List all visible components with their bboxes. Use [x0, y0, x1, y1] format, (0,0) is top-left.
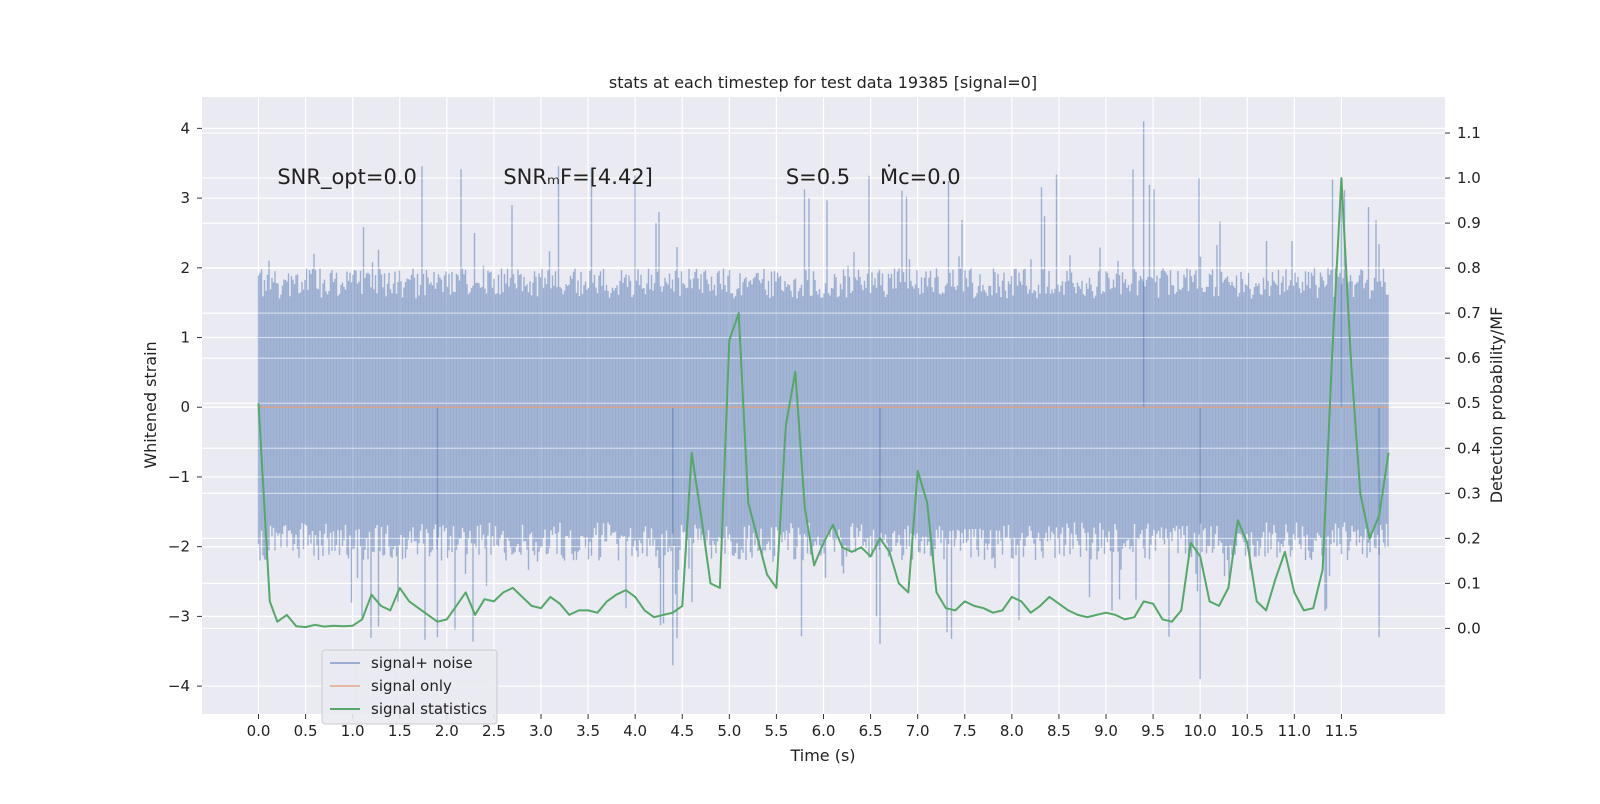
y-right-tick-label: 0.4 [1457, 439, 1481, 457]
x-tick-label: 2.5 [482, 722, 506, 740]
legend-label-signal-statistics: signal statistics [371, 700, 487, 718]
y-left-tick-label: 4 [180, 119, 190, 137]
y-right-tick-label: 0.1 [1457, 574, 1481, 592]
y-left-tick-label: −4 [168, 677, 190, 695]
legend: signal+ noise signal only signal statist… [321, 649, 498, 725]
y-left-tick-label: 2 [180, 259, 190, 277]
y-left-tick-label: −2 [168, 538, 190, 556]
y-left-tick-label: −3 [168, 607, 190, 625]
x-tick-label: 3.5 [576, 722, 600, 740]
annotation-snr-mf: SNRₘF=[4.42] [503, 165, 653, 189]
x-tick-label: 5.0 [717, 722, 741, 740]
y-right-tick-label: 1.0 [1457, 169, 1481, 187]
x-tick-label: 7.5 [953, 722, 977, 740]
x-tick-label: 11.5 [1325, 722, 1358, 740]
y-left-tick-label: 1 [180, 329, 190, 347]
x-tick-label: 9.5 [1141, 722, 1165, 740]
x-tick-label: 9.0 [1094, 722, 1118, 740]
x-tick-label: 8.0 [1000, 722, 1024, 740]
y-right-tick-label: 0.5 [1457, 394, 1481, 412]
legend-box [321, 649, 498, 725]
y-left-tick-label: 0 [180, 398, 190, 416]
x-tick-label: 4.5 [670, 722, 694, 740]
x-tick-label: 0.0 [247, 722, 271, 740]
y-right-tick-label: 0.9 [1457, 214, 1481, 232]
x-tick-label: 6.5 [859, 722, 883, 740]
x-tick-label: 1.5 [388, 722, 412, 740]
x-tick-label: 7.0 [906, 722, 930, 740]
annotation-mc-value: Ṁc=0.0 [880, 164, 961, 189]
tick-layer: 0.0 0.5 1.0 1.5 2.0 2.5 3.0 3.5 4.0 4.5 5.0 5.5 6.0 6… [168, 119, 1481, 740]
y-right-tick-label: 0.8 [1457, 259, 1481, 277]
x-tick-label: 2.0 [435, 722, 459, 740]
x-tick-label: 6.0 [812, 722, 836, 740]
chart-title: stats at each timestep for test data 193… [609, 73, 1037, 92]
y-left-tick-label: −1 [168, 468, 190, 486]
y-right-tick-label: 0.6 [1457, 349, 1481, 367]
y-axis-label-right: Detection probability/MF [1487, 307, 1506, 504]
y-right-tick-label: 0.3 [1457, 484, 1481, 502]
y-axis-label-left: Whitened strain [141, 341, 160, 468]
legend-label-signal-only: signal only [371, 677, 452, 695]
series-signal-statistics [257, 177, 1390, 629]
x-tick-label: 1.0 [341, 722, 365, 740]
line-layer [202, 127, 1445, 687]
x-tick-label: 4.0 [623, 722, 647, 740]
y-right-tick-label: 1.1 [1457, 124, 1481, 142]
annotation-layer: SNR_opt=0.0 SNRₘF=[4.42] S=0.5 Ṁc=0.0 [277, 164, 960, 190]
y-left-tick-label: 3 [180, 189, 190, 207]
y-right-tick-label: 0.7 [1457, 304, 1481, 322]
annotation-snr-opt: SNR_opt=0.0 [277, 165, 417, 190]
x-tick-label: 5.5 [764, 722, 788, 740]
x-tick-label: 10.5 [1231, 722, 1264, 740]
x-tick-label: 8.5 [1047, 722, 1071, 740]
y-right-tick-label: 0.2 [1457, 529, 1481, 547]
x-tick-label: 3.0 [529, 722, 553, 740]
legend-label-signal-noise: signal+ noise [371, 654, 473, 672]
y-right-tick-label: 0.0 [1457, 619, 1481, 637]
x-tick-label: 0.5 [294, 722, 318, 740]
annotation-s-value: S=0.5 [786, 165, 850, 189]
x-axis-label: Time (s) [789, 746, 855, 765]
x-tick-label: 11.0 [1278, 722, 1311, 740]
x-tick-label: 10.0 [1183, 722, 1216, 740]
